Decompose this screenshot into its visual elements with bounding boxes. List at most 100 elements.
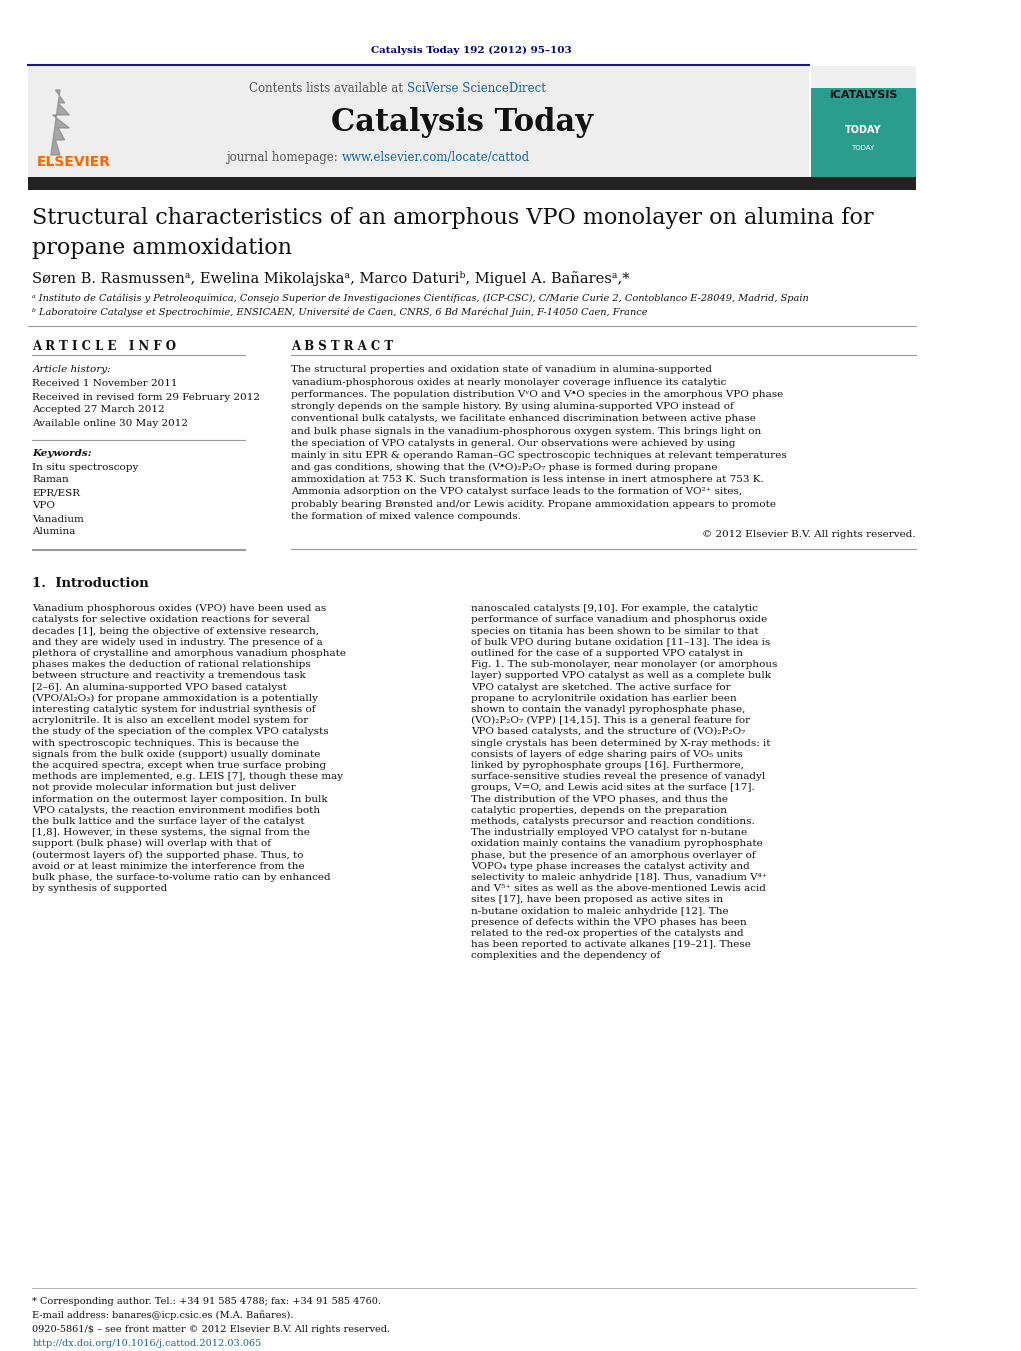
Text: of bulk VPO during butane oxidation [11–13]. The idea is: of bulk VPO during butane oxidation [11–… <box>472 638 771 647</box>
Text: The distribution of the VPO phases, and thus the: The distribution of the VPO phases, and … <box>472 794 728 804</box>
FancyBboxPatch shape <box>812 66 916 178</box>
Text: presence of defects within the VPO phases has been: presence of defects within the VPO phase… <box>472 917 747 927</box>
Text: related to the red-ox properties of the catalysts and: related to the red-ox properties of the … <box>472 929 744 938</box>
Text: has been reported to activate alkanes [19–21]. These: has been reported to activate alkanes [1… <box>472 940 751 950</box>
Text: http://dx.doi.org/10.1016/j.cattod.2012.03.065: http://dx.doi.org/10.1016/j.cattod.2012.… <box>33 1339 261 1347</box>
Text: catalytic properties, depends on the preparation: catalytic properties, depends on the pre… <box>472 805 727 815</box>
Text: A R T I C L E   I N F O: A R T I C L E I N F O <box>33 339 177 353</box>
Text: E-mail address: banares@icp.csic.es (M.A. Bañares).: E-mail address: banares@icp.csic.es (M.A… <box>33 1310 294 1320</box>
Text: Alumina: Alumina <box>33 527 76 536</box>
Text: the speciation of VPO catalysts in general. Our observations were achieved by us: the speciation of VPO catalysts in gener… <box>291 439 735 447</box>
Text: Received 1 November 2011: Received 1 November 2011 <box>33 380 178 389</box>
Text: journal homepage:: journal homepage: <box>227 151 342 165</box>
Text: between structure and reactivity a tremendous task: between structure and reactivity a treme… <box>33 671 306 681</box>
Text: A B S T R A C T: A B S T R A C T <box>291 339 393 353</box>
Text: iCATALYSIS: iCATALYSIS <box>829 91 897 100</box>
Text: phases makes the deduction of rational relationships: phases makes the deduction of rational r… <box>33 661 311 669</box>
Text: the acquired spectra, except when true surface probing: the acquired spectra, except when true s… <box>33 761 327 770</box>
Text: Accepted 27 March 2012: Accepted 27 March 2012 <box>33 405 165 415</box>
Text: Contents lists available at: Contents lists available at <box>249 81 406 95</box>
Text: nanoscaled catalysts [9,10]. For example, the catalytic: nanoscaled catalysts [9,10]. For example… <box>472 604 759 613</box>
Text: ᵇ Laboratoire Catalyse et Spectrochimie, ENSICAEN, Université de Caen, CNRS, 6 B: ᵇ Laboratoire Catalyse et Spectrochimie,… <box>33 307 648 316</box>
Text: the study of the speciation of the complex VPO catalysts: the study of the speciation of the compl… <box>33 727 329 736</box>
Text: © 2012 Elsevier B.V. All rights reserved.: © 2012 Elsevier B.V. All rights reserved… <box>702 530 916 539</box>
Text: performances. The population distribution VᵛO and VᵜO species in the amorphous V: performances. The population distributio… <box>291 390 783 399</box>
Text: the formation of mixed valence compounds.: the formation of mixed valence compounds… <box>291 512 521 521</box>
Text: information on the outermost layer composition. In bulk: information on the outermost layer compo… <box>33 794 328 804</box>
Text: and V⁵⁺ sites as well as the above-mentioned Lewis acid: and V⁵⁺ sites as well as the above-menti… <box>472 884 766 893</box>
Text: (VO)₂P₂O₇ (VPP) [14,15]. This is a general feature for: (VO)₂P₂O₇ (VPP) [14,15]. This is a gener… <box>472 716 750 725</box>
Text: * Corresponding author. Tel.: +34 91 585 4788; fax: +34 91 585 4760.: * Corresponding author. Tel.: +34 91 585… <box>33 1297 382 1306</box>
Text: Available online 30 May 2012: Available online 30 May 2012 <box>33 419 188 427</box>
Text: propane to acrylonitrile oxidation has earlier been: propane to acrylonitrile oxidation has e… <box>472 693 737 703</box>
Text: Vanadium: Vanadium <box>33 515 84 523</box>
Text: ELSEVIER: ELSEVIER <box>37 155 111 169</box>
Text: ammoxidation at 753 K. Such transformation is less intense in inert atmosphere a: ammoxidation at 753 K. Such transformati… <box>291 476 764 484</box>
Text: complexities and the dependency of: complexities and the dependency of <box>472 951 661 961</box>
Text: 1.  Introduction: 1. Introduction <box>33 577 149 590</box>
Text: [2–6]. An alumina-supported VPO based catalyst: [2–6]. An alumina-supported VPO based ca… <box>33 682 287 692</box>
Text: shown to contain the vanadyl pyrophosphate phase,: shown to contain the vanadyl pyrophospha… <box>472 705 745 713</box>
Text: groups, V=O, and Lewis acid sites at the surface [17].: groups, V=O, and Lewis acid sites at the… <box>472 784 756 792</box>
Text: probably bearing Brønsted and/or Lewis acidity. Propane ammoxidation appears to : probably bearing Brønsted and/or Lewis a… <box>291 500 776 509</box>
Text: Catalysis Today 192 (2012) 95–103: Catalysis Today 192 (2012) 95–103 <box>371 46 572 54</box>
Text: Ammonia adsorption on the VPO catalyst surface leads to the formation of VO²⁺ si: Ammonia adsorption on the VPO catalyst s… <box>291 488 742 497</box>
Text: SciVerse ScienceDirect: SciVerse ScienceDirect <box>406 81 545 95</box>
Text: Vanadium phosphorous oxides (VPO) have been used as: Vanadium phosphorous oxides (VPO) have b… <box>33 604 327 613</box>
Text: [1,8]. However, in these systems, the signal from the: [1,8]. However, in these systems, the si… <box>33 828 310 838</box>
Text: oxidation mainly contains the vanadium pyrophosphate: oxidation mainly contains the vanadium p… <box>472 839 763 848</box>
Text: www.elsevier.com/locate/cattod: www.elsevier.com/locate/cattod <box>342 151 530 165</box>
Text: strongly depends on the sample history. By using alumina-supported VPO instead o: strongly depends on the sample history. … <box>291 403 734 411</box>
Text: single crystals has been determined by X-ray methods: it: single crystals has been determined by X… <box>472 739 771 747</box>
Text: VOPO₄ type phase increases the catalyst activity and: VOPO₄ type phase increases the catalyst … <box>472 862 750 870</box>
Text: TODAY: TODAY <box>844 126 881 135</box>
Text: propane ammoxidation: propane ammoxidation <box>33 236 292 259</box>
Text: VPO catalysts, the reaction environment modifies both: VPO catalysts, the reaction environment … <box>33 805 321 815</box>
Text: Keywords:: Keywords: <box>33 449 92 458</box>
FancyBboxPatch shape <box>28 66 809 178</box>
Text: performance of surface vanadium and phosphorus oxide: performance of surface vanadium and phos… <box>472 615 768 624</box>
Polygon shape <box>51 91 69 155</box>
Text: (VPO/Al₂O₃) for propane ammoxidation is a potentially: (VPO/Al₂O₃) for propane ammoxidation is … <box>33 693 319 703</box>
Text: Fig. 1. The sub-monolayer, near monolayer (or amorphous: Fig. 1. The sub-monolayer, near monolaye… <box>472 661 778 669</box>
Text: Raman: Raman <box>33 476 69 485</box>
Text: selectivity to maleic anhydride [18]. Thus, vanadium V⁴⁺: selectivity to maleic anhydride [18]. Th… <box>472 873 768 882</box>
Text: VPO based catalysts, and the structure of (VO)₂P₂O₇: VPO based catalysts, and the structure o… <box>472 727 745 736</box>
Text: Catalysis Today: Catalysis Today <box>331 107 593 138</box>
Text: interesting catalytic system for industrial synthesis of: interesting catalytic system for industr… <box>33 705 315 713</box>
Text: mainly in situ EPR & operando Raman–GC spectroscopic techniques at relevant temp: mainly in situ EPR & operando Raman–GC s… <box>291 451 787 459</box>
Text: Structural characteristics of an amorphous VPO monolayer on alumina for: Structural characteristics of an amorpho… <box>33 207 874 230</box>
Text: and bulk phase signals in the vanadium-phosphorous oxygen system. This brings li: and bulk phase signals in the vanadium-p… <box>291 427 762 435</box>
Text: Article history:: Article history: <box>33 366 111 374</box>
Text: by synthesis of supported: by synthesis of supported <box>33 884 167 893</box>
Text: outlined for the case of a supported VPO catalyst in: outlined for the case of a supported VPO… <box>472 648 743 658</box>
Text: linked by pyrophosphate groups [16]. Furthermore,: linked by pyrophosphate groups [16]. Fur… <box>472 761 744 770</box>
Text: consists of layers of edge sharing pairs of VO₅ units: consists of layers of edge sharing pairs… <box>472 750 743 759</box>
Text: ᵃ Instituto de Catálisis y Petroleoquímica, Consejo Superior de Investigaciones : ᵃ Instituto de Catálisis y Petroleoquími… <box>33 293 809 303</box>
Text: Received in revised form 29 February 2012: Received in revised form 29 February 201… <box>33 393 260 401</box>
Text: avoid or at least minimize the interference from the: avoid or at least minimize the interfere… <box>33 862 305 870</box>
Text: The industrially employed VPO catalyst for n-butane: The industrially employed VPO catalyst f… <box>472 828 747 838</box>
Text: sites [17], have been proposed as active sites in: sites [17], have been proposed as active… <box>472 896 724 904</box>
Text: VPO catalyst are sketched. The active surface for: VPO catalyst are sketched. The active su… <box>472 682 731 692</box>
Text: methods, catalysts precursor and reaction conditions.: methods, catalysts precursor and reactio… <box>472 817 756 825</box>
Text: the bulk lattice and the surface layer of the catalyst: the bulk lattice and the surface layer o… <box>33 817 305 825</box>
Text: catalysts for selective oxidation reactions for several: catalysts for selective oxidation reacti… <box>33 615 310 624</box>
Text: support (bulk phase) will overlap with that of: support (bulk phase) will overlap with t… <box>33 839 272 848</box>
Text: acrylonitrile. It is also an excellent model system for: acrylonitrile. It is also an excellent m… <box>33 716 308 725</box>
Text: Søren B. Rasmussenᵃ, Ewelina Mikolajskaᵃ, Marco Daturiᵇ, Miguel A. Bañaresᵃ,*: Søren B. Rasmussenᵃ, Ewelina Mikolajskaᵃ… <box>33 272 630 286</box>
FancyBboxPatch shape <box>812 66 916 88</box>
Text: n-butane oxidation to maleic anhydride [12]. The: n-butane oxidation to maleic anhydride [… <box>472 907 729 916</box>
Text: 0920-5861/$ – see front matter © 2012 Elsevier B.V. All rights reserved.: 0920-5861/$ – see front matter © 2012 El… <box>33 1325 390 1335</box>
Text: not provide molecular information but just deliver: not provide molecular information but ju… <box>33 784 296 792</box>
Text: (outermost layers of) the supported phase. Thus, to: (outermost layers of) the supported phas… <box>33 850 304 859</box>
Text: bulk phase, the surface-to-volume ratio can by enhanced: bulk phase, the surface-to-volume ratio … <box>33 873 331 882</box>
FancyBboxPatch shape <box>28 177 916 190</box>
Text: with spectroscopic techniques. This is because the: with spectroscopic techniques. This is b… <box>33 739 299 747</box>
Text: and they are widely used in industry. The presence of a: and they are widely used in industry. Th… <box>33 638 323 647</box>
Text: surface-sensitive studies reveal the presence of vanadyl: surface-sensitive studies reveal the pre… <box>472 773 766 781</box>
Text: phase, but the presence of an amorphous overlayer of: phase, but the presence of an amorphous … <box>472 851 756 859</box>
Text: TODAY: TODAY <box>852 145 875 151</box>
Text: conventional bulk catalysts, we facilitate enhanced discrimination between activ: conventional bulk catalysts, we facilita… <box>291 415 756 423</box>
Text: species on titania has been shown to be similar to that: species on titania has been shown to be … <box>472 627 759 635</box>
